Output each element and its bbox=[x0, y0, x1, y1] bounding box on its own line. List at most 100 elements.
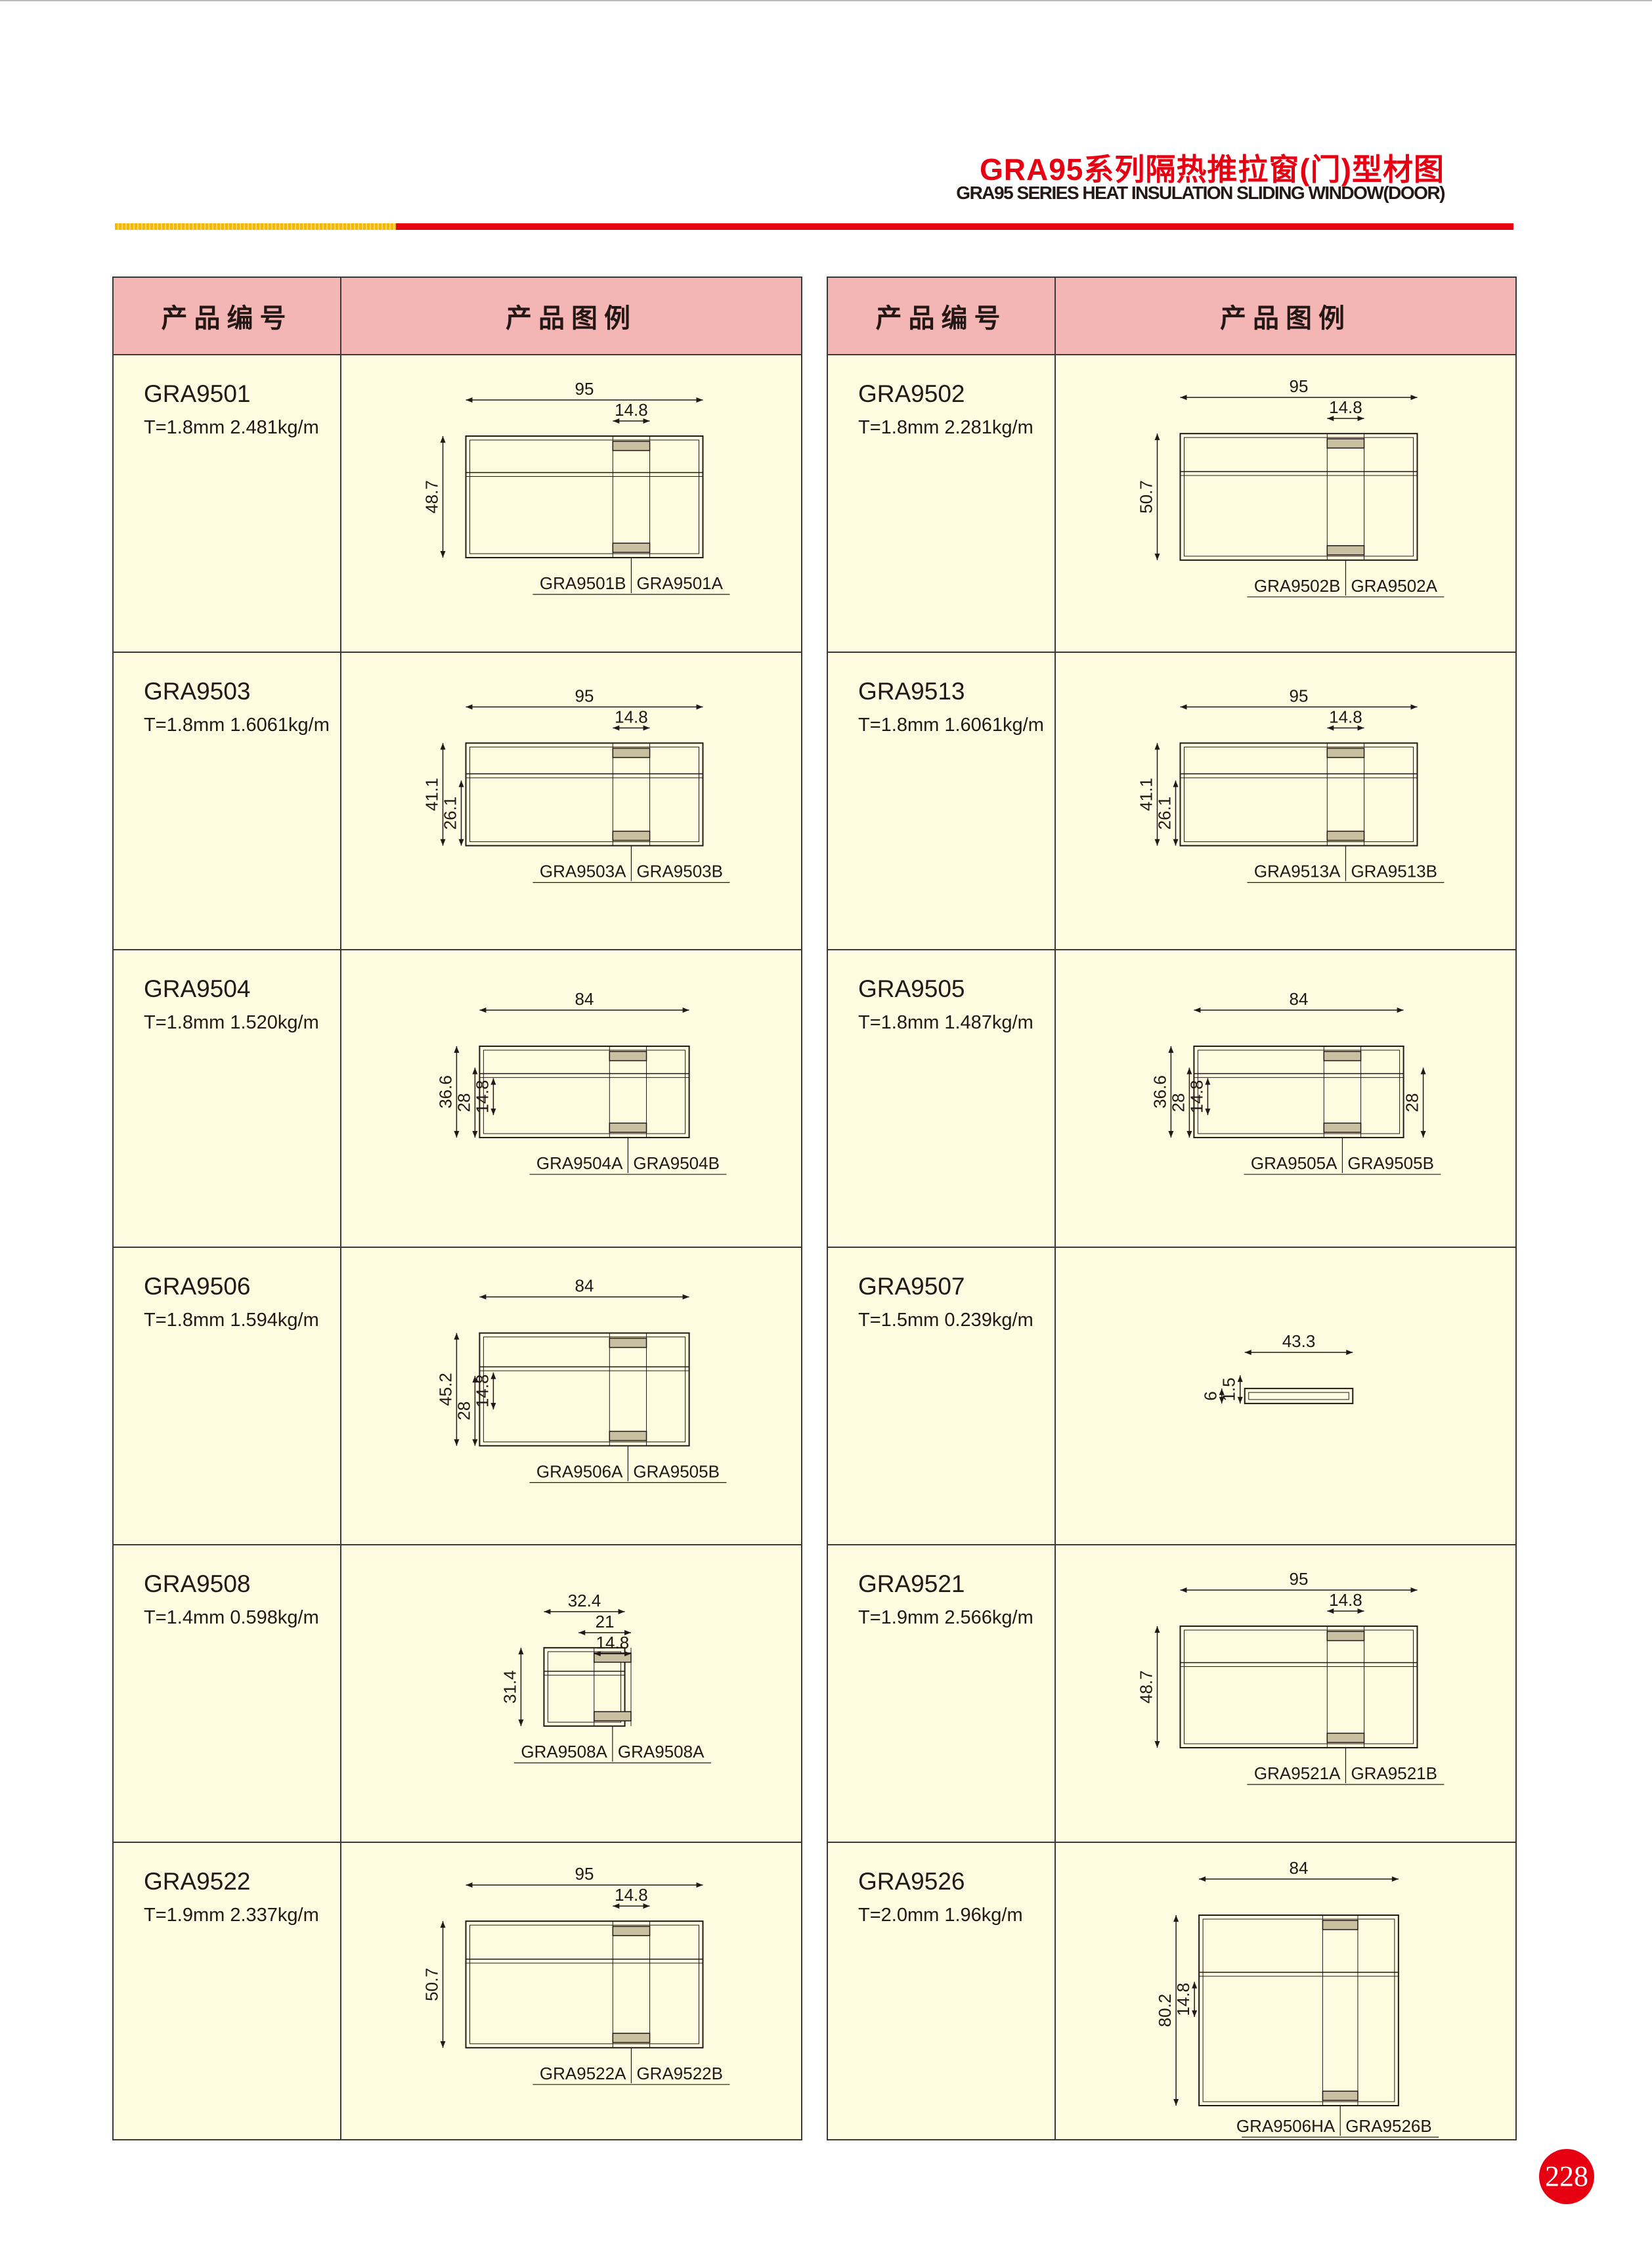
thermal-break-strip bbox=[609, 1337, 647, 1348]
profile-drawing: 95 14.8 48.7 GRA9501B GRA9501A bbox=[422, 379, 730, 595]
product-drawing-cell: 84 45.2 28 14.8 GRA9506A GRA9505B bbox=[340, 1247, 802, 1545]
product-info-cell: GRA9502 T=1.8mm 2.281kg/m bbox=[827, 354, 1056, 653]
product-code: GRA9501 bbox=[144, 380, 251, 407]
dimension-height-label: 28 bbox=[1168, 1093, 1188, 1112]
dimension-height-label: 31.4 bbox=[500, 1670, 519, 1704]
dimension-width-label: 14.8 bbox=[596, 1633, 630, 1652]
dimension-width-label: 21 bbox=[596, 1612, 615, 1631]
thermal-break-strip bbox=[1326, 1631, 1365, 1641]
dimension-height-label: 50.7 bbox=[422, 1968, 442, 2001]
product-row: GRA9508 T=1.4mm 0.598kg/m 32.4 21 14.8 31.4 GR… bbox=[112, 1544, 802, 1843]
dimension-height-label: 36.6 bbox=[435, 1075, 455, 1109]
part-label: GRA9503B bbox=[636, 862, 723, 881]
thermal-break-strip bbox=[1323, 1051, 1362, 1061]
dimension-height-label: 28 bbox=[1402, 1093, 1422, 1112]
dimension-height-label: 28 bbox=[454, 1402, 473, 1421]
profile-drawing: 32.4 21 14.8 31.4 GRA9508A GRA9508A bbox=[500, 1591, 711, 1763]
profile-drawing: 84 80.214.8 GRA9506HA GRA9526B bbox=[1155, 1858, 1439, 2138]
dimension-height-label: 80.2 bbox=[1155, 1994, 1175, 2027]
dimension-height-label: 41.1 bbox=[422, 778, 442, 811]
product-drawing-cell: 95 14.8 48.7 GRA9501B GRA9501A bbox=[340, 354, 802, 653]
part-label: GRA9504B bbox=[633, 1153, 720, 1173]
page-number: 228 bbox=[1539, 2149, 1594, 2204]
product-info-cell: GRA9507 T=1.5mm 0.239kg/m bbox=[827, 1247, 1056, 1545]
column-header-drawing: 产品图例 bbox=[1054, 277, 1517, 355]
product-info-cell: GRA9506 T=1.8mm 1.594kg/m bbox=[112, 1247, 341, 1545]
profile-section bbox=[465, 435, 704, 559]
product-info-cell: GRA9513 T=1.8mm 1.6061kg/m bbox=[827, 652, 1056, 950]
dimension-width-label: 43.3 bbox=[1282, 1331, 1316, 1351]
product-info-cell: GRA9505 T=1.8mm 1.487kg/m bbox=[827, 949, 1056, 1248]
product-spec: T=1.8mm 2.281kg/m bbox=[858, 417, 1033, 438]
thermal-break-strip bbox=[1326, 747, 1365, 759]
header-bar-red bbox=[396, 223, 1513, 230]
profile-drawing: 95 14.8 48.7 GRA9521A GRA9521B bbox=[1137, 1569, 1445, 1785]
dimension-height-label: 41.1 bbox=[1137, 778, 1156, 811]
part-label: GRA9505A bbox=[1251, 1153, 1337, 1173]
product-spec: T=1.8mm 1.487kg/m bbox=[858, 1012, 1033, 1033]
product-code: GRA9507 bbox=[858, 1273, 965, 1300]
product-spec: T=1.8mm 1.6061kg/m bbox=[144, 715, 330, 736]
dimension-height-label: 1.5 bbox=[1219, 1377, 1239, 1401]
dimension-height-arrows bbox=[1173, 780, 1179, 846]
profile-section bbox=[1179, 433, 1418, 561]
dimension-width-label: 95 bbox=[1290, 376, 1309, 396]
dimension-height-label: 50.7 bbox=[1137, 480, 1156, 514]
part-label: GRA9526B bbox=[1345, 2116, 1432, 2136]
dimension-width-label: 14.8 bbox=[1329, 1590, 1362, 1610]
product-code: GRA9522 bbox=[144, 1868, 251, 1895]
dimension-width-label: 14.8 bbox=[1329, 397, 1362, 417]
profile-drawing: 95 14.8 41.126.1 GRA9503A GRA9503B bbox=[422, 686, 730, 883]
top-rule bbox=[0, 0, 1652, 1]
part-label: GRA9501A bbox=[636, 573, 723, 593]
profile-section bbox=[1179, 1625, 1418, 1749]
product-row: GRA9503 T=1.8mm 1.6061kg/m 95 14.8 41.1 26.1 G… bbox=[112, 652, 802, 950]
dimension-width-label: 84 bbox=[575, 989, 594, 1009]
dimension-width-label: 14.8 bbox=[615, 1885, 648, 1905]
product-info-cell: GRA9521 T=1.9mm 2.566kg/m bbox=[827, 1544, 1056, 1843]
table-header: 产品编号 产品图例 bbox=[112, 277, 802, 355]
part-label: GRA9522A bbox=[540, 2064, 626, 2083]
part-label: GRA9521B bbox=[1351, 1763, 1437, 1783]
thermal-break-strip bbox=[612, 1926, 651, 1936]
product-row: GRA9507 T=1.5mm 0.239kg/m 43.3 6 1.5 bbox=[827, 1247, 1517, 1545]
dimension-width-label: 14.8 bbox=[615, 707, 648, 726]
dimension-height-arrows bbox=[1219, 1388, 1225, 1404]
thermal-break-strip bbox=[1326, 830, 1365, 841]
dimension-width-label: 84 bbox=[1290, 1858, 1309, 1878]
dimension-height-label: 36.6 bbox=[1150, 1075, 1169, 1109]
product-code: GRA9521 bbox=[858, 1570, 965, 1597]
product-drawing-cell: 84 36.6 28 14.8 28 GRA9505A GRA9505B bbox=[1054, 949, 1517, 1248]
product-spec: T=1.9mm 2.566kg/m bbox=[858, 1607, 1033, 1628]
profile-section bbox=[479, 1332, 690, 1447]
product-spec: T=1.8mm 2.481kg/m bbox=[144, 417, 319, 438]
profile-section bbox=[1193, 1045, 1404, 1139]
thermal-break-strip bbox=[594, 1711, 632, 1721]
product-table-right: 产品编号 产品图例 GRA9502 T=1.8mm 2.281kg/m 95 14.8… bbox=[827, 277, 1517, 2140]
product-spec: T=1.4mm 0.598kg/m bbox=[144, 1607, 319, 1628]
dimension-width-label: 95 bbox=[575, 686, 594, 705]
product-info-cell: GRA9504 T=1.8mm 1.520kg/m bbox=[112, 949, 341, 1248]
product-spec: T=1.5mm 0.239kg/m bbox=[858, 1310, 1033, 1331]
product-row: GRA9522 T=1.9mm 2.337kg/m 95 14.8 50.7 GRA952… bbox=[112, 1842, 802, 2140]
profile-section bbox=[1198, 1915, 1399, 2106]
page-title: GRA95系列隔热推拉窗(门)型材图 bbox=[979, 152, 1445, 187]
product-spec: T=1.9mm 2.337kg/m bbox=[144, 1905, 319, 1926]
product-code: GRA9502 bbox=[858, 380, 965, 407]
dimension-width-label: 95 bbox=[1290, 1569, 1309, 1589]
part-label: GRA9522B bbox=[636, 2064, 723, 2083]
dimension-height-label: 14.8 bbox=[1186, 1080, 1206, 1113]
profile-section bbox=[543, 1647, 632, 1727]
thermal-break-strip bbox=[609, 1430, 647, 1442]
thermal-break-strip bbox=[612, 542, 651, 553]
product-code: GRA9504 bbox=[144, 975, 251, 1002]
product-drawing-cell: 32.4 21 14.8 31.4 GRA9508A GRA9508A bbox=[340, 1544, 802, 1843]
part-label: GRA9508A bbox=[521, 1742, 607, 1761]
dimension-height-arrows bbox=[1237, 1375, 1243, 1404]
profile-section bbox=[465, 1920, 704, 2048]
dimension-height-label: 14.8 bbox=[472, 1375, 492, 1408]
product-info-cell: GRA9501 T=1.8mm 2.481kg/m bbox=[112, 354, 341, 653]
product-row: GRA9504 T=1.8mm 1.520kg/m 84 36.6 28 14.8 GRA9… bbox=[112, 949, 802, 1248]
product-code: GRA9508 bbox=[144, 1570, 251, 1597]
dimension-width-label: 14.8 bbox=[615, 400, 648, 420]
